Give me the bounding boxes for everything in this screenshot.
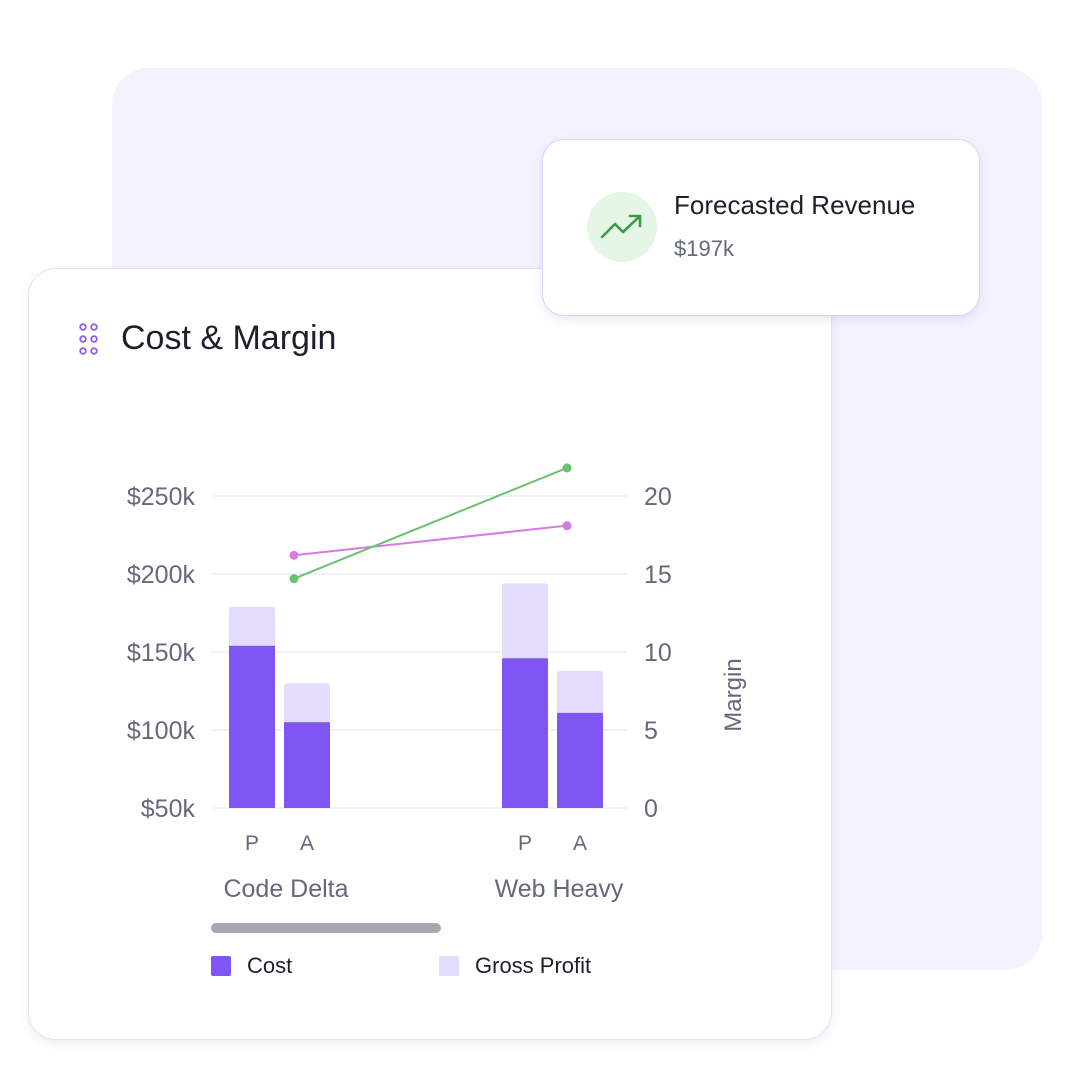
y-right-tick-label: 10 — [644, 639, 672, 667]
bar-gross-profit — [502, 583, 548, 659]
bars — [229, 583, 603, 808]
y-right-tick-label: 0 — [644, 795, 658, 823]
trend-icon-circle — [587, 192, 657, 262]
x-sub-tick-label: P — [245, 832, 259, 855]
x-sub-tick-label: A — [573, 832, 587, 855]
bar-cost — [229, 645, 275, 808]
bar-cost — [557, 712, 603, 808]
legend-swatch-gross-profit — [439, 956, 459, 976]
bar-gross-profit — [557, 670, 603, 713]
margin-point — [289, 550, 299, 560]
card-title: Cost & Margin — [121, 319, 337, 357]
forecast-value: $197k — [674, 236, 734, 261]
x-sub-tick-label: A — [300, 832, 314, 855]
x-group-label: Web Heavy — [495, 875, 624, 903]
y-left-tick-label: $200k — [127, 561, 196, 589]
y-left-tick-label: $150k — [127, 639, 196, 667]
bar-cost — [502, 658, 548, 808]
trending-up-icon — [600, 214, 642, 239]
legend-item-gross-profit[interactable]: Gross Profit — [439, 953, 591, 979]
margin-point — [289, 574, 299, 584]
legend-label-gross-profit: Gross Profit — [475, 953, 592, 978]
y-left-tick-label: $100k — [127, 717, 196, 745]
forecast-title: Forecasted Revenue — [674, 190, 916, 220]
x-group-label: Code Delta — [223, 875, 348, 903]
cost-margin-card: Cost & Margin $250k $200k $150k $100k $50k 20… — [28, 268, 832, 1040]
legend-label-cost: Cost — [247, 953, 293, 978]
margin-line — [293, 524, 568, 557]
x-sub-tick-label: P — [518, 832, 532, 855]
margin-point — [562, 463, 572, 473]
margin-point — [562, 521, 572, 531]
y-left-tick-label: $250k — [127, 483, 196, 511]
y-left-tick-label: $50k — [141, 795, 196, 823]
cost-margin-chart: $250k $200k $150k $100k $50k 20 15 10 5 0 Margin P A… — [127, 463, 747, 903]
legend-swatch-cost — [211, 956, 231, 976]
chart-scrollbar[interactable] — [211, 923, 441, 933]
y-right-axis-title: Margin — [720, 658, 747, 731]
axis-labels: $250k $200k $150k $100k $50k 20 15 10 5 0 Margin P A… — [127, 483, 747, 903]
bar-gross-profit — [229, 606, 275, 646]
forecasted-revenue-card: Forecasted Revenue $197k — [542, 139, 980, 316]
y-right-tick-label: 15 — [644, 561, 672, 589]
bar-gross-profit — [284, 683, 330, 723]
drag-handle-icon[interactable] — [77, 321, 101, 357]
y-right-tick-label: 5 — [644, 717, 658, 745]
y-right-tick-label: 20 — [644, 483, 672, 511]
bar-cost — [284, 722, 330, 808]
margin-line — [293, 466, 568, 580]
margin-lines — [289, 463, 572, 584]
legend-item-cost[interactable]: Cost — [211, 953, 292, 979]
